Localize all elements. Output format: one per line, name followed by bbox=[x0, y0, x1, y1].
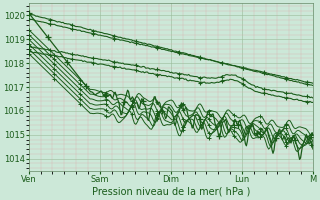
X-axis label: Pression niveau de la mer( hPa ): Pression niveau de la mer( hPa ) bbox=[92, 187, 250, 197]
